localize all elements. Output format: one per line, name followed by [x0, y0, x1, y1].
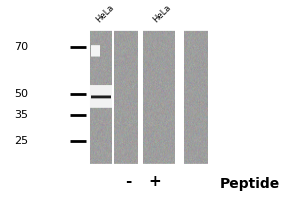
Text: +: + [148, 174, 161, 189]
Text: 25: 25 [14, 136, 28, 146]
Text: HeLa: HeLa [94, 2, 116, 24]
Text: -: - [125, 174, 131, 189]
Text: 35: 35 [14, 110, 28, 120]
Text: Peptide: Peptide [220, 177, 280, 191]
Text: 70: 70 [14, 42, 28, 52]
Text: 50: 50 [14, 89, 28, 99]
Text: HeLa: HeLa [152, 2, 173, 24]
